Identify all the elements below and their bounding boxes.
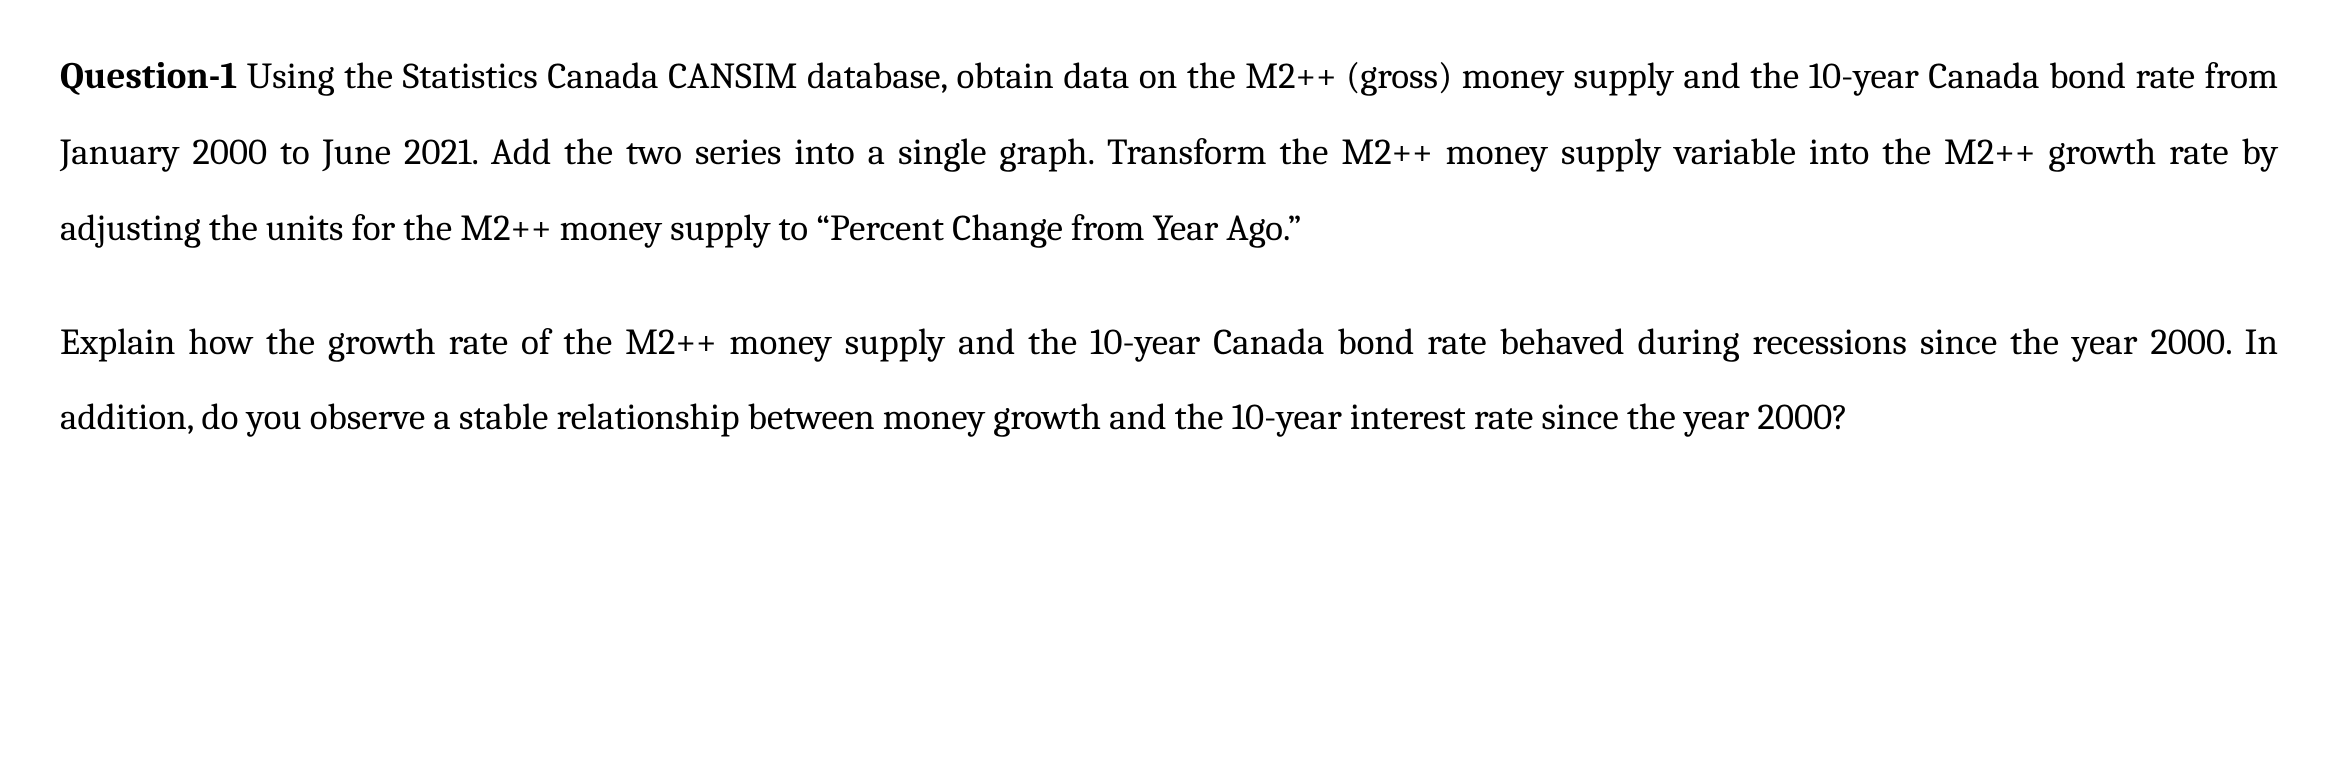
document-body: Question-1 Using the Statistics Canada C… (60, 40, 2278, 457)
paragraph-1-text: Using the Statistics Canada CANSIM datab… (60, 56, 2278, 250)
question-label: Question-1 (60, 56, 247, 98)
paragraph-2-text: Explain how the growth rate of the M2++ … (60, 322, 2278, 440)
paragraph-2: Explain how the growth rate of the M2++ … (60, 306, 2278, 458)
paragraph-1: Question-1 Using the Statistics Canada C… (60, 40, 2278, 268)
